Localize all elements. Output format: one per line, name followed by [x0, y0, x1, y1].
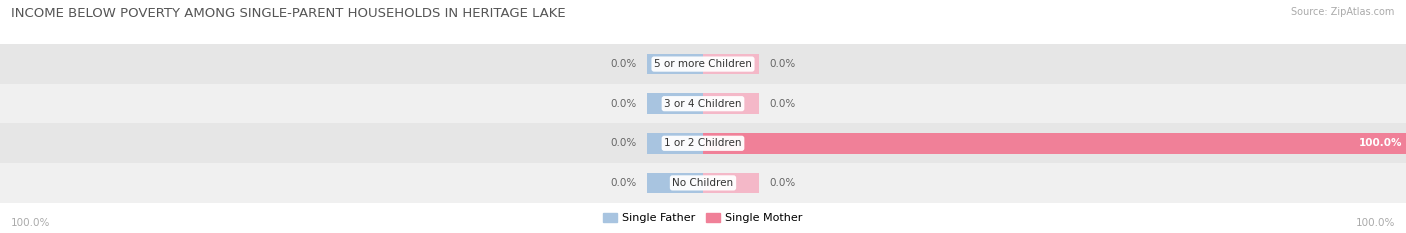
Text: No Children: No Children — [672, 178, 734, 188]
Bar — [0, 84, 1406, 123]
Bar — [647, 173, 703, 193]
Text: 100.0%: 100.0% — [1355, 218, 1395, 228]
Text: 3 or 4 Children: 3 or 4 Children — [664, 99, 742, 109]
Legend: Single Father, Single Mother: Single Father, Single Mother — [599, 208, 807, 227]
Text: 0.0%: 0.0% — [610, 178, 637, 188]
Text: 0.0%: 0.0% — [610, 99, 637, 109]
Bar — [0, 163, 1406, 203]
Text: 0.0%: 0.0% — [610, 59, 637, 69]
Text: 1 or 2 Children: 1 or 2 Children — [664, 138, 742, 148]
Bar — [647, 54, 703, 74]
Bar — [703, 54, 759, 74]
Bar — [703, 93, 759, 114]
Bar — [647, 93, 703, 114]
Text: 0.0%: 0.0% — [770, 99, 796, 109]
Text: 100.0%: 100.0% — [11, 218, 51, 228]
Bar — [0, 44, 1406, 84]
Bar — [703, 133, 1406, 154]
Text: 5 or more Children: 5 or more Children — [654, 59, 752, 69]
Text: 100.0%: 100.0% — [1360, 138, 1403, 148]
Text: 0.0%: 0.0% — [770, 178, 796, 188]
Text: Source: ZipAtlas.com: Source: ZipAtlas.com — [1291, 7, 1395, 17]
Bar — [703, 173, 759, 193]
Text: 0.0%: 0.0% — [770, 59, 796, 69]
Text: 0.0%: 0.0% — [610, 138, 637, 148]
Text: INCOME BELOW POVERTY AMONG SINGLE-PARENT HOUSEHOLDS IN HERITAGE LAKE: INCOME BELOW POVERTY AMONG SINGLE-PARENT… — [11, 7, 565, 20]
Bar — [0, 123, 1406, 163]
Bar — [647, 133, 703, 154]
